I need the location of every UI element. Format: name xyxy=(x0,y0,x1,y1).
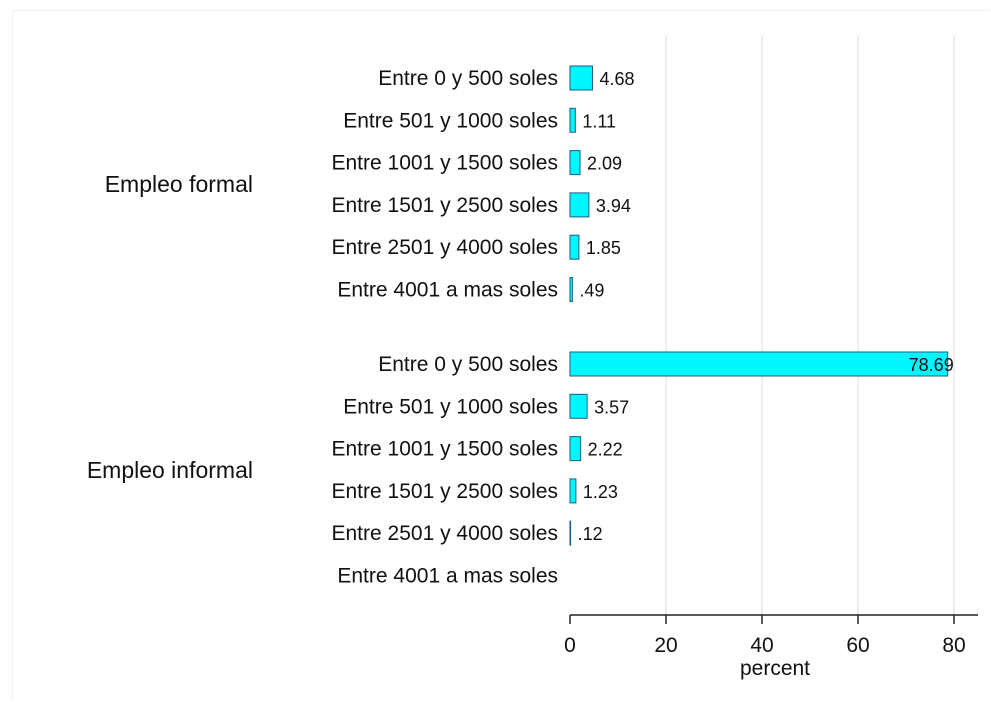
category-label: Entre 0 y 500 soles xyxy=(378,67,558,90)
data-label: 2.22 xyxy=(588,440,623,460)
bar xyxy=(569,436,582,462)
category-label: Entre 1001 y 1500 soles xyxy=(332,438,559,461)
category-label: Entre 4001 a mas soles xyxy=(337,565,558,588)
x-tick-label: 80 xyxy=(942,634,965,657)
data-label: 2.09 xyxy=(587,154,622,174)
bars: 4.68 1.11 2.09 3.94 1.85 .49 78.69 3.57 2.22 1.23… xyxy=(569,65,954,546)
chart-frame xyxy=(12,10,990,700)
category-label: Entre 0 y 500 soles xyxy=(378,353,558,376)
data-label: 1.23 xyxy=(583,482,618,502)
data-label: 3.57 xyxy=(594,397,629,417)
x-tick-label: 40 xyxy=(750,634,773,657)
group-label: Empleo formal xyxy=(105,171,253,197)
data-label: 1.11 xyxy=(582,111,616,131)
bar xyxy=(569,520,572,546)
bar xyxy=(569,65,593,91)
data-label: 1.85 xyxy=(586,238,621,258)
data-label: 3.94 xyxy=(596,196,631,216)
data-label: 4.68 xyxy=(599,69,634,89)
bar xyxy=(569,478,577,504)
gridlines xyxy=(665,35,955,615)
x-axis: 0 20 40 60 80 xyxy=(564,614,978,657)
bar xyxy=(569,277,573,302)
category-label: Entre 2501 y 4000 soles xyxy=(332,236,559,259)
bar xyxy=(569,150,581,176)
bar xyxy=(569,234,580,260)
data-label: .12 xyxy=(578,524,603,544)
data-label: .49 xyxy=(579,281,604,301)
category-label: Entre 1001 y 1500 soles xyxy=(332,152,559,175)
category-label: Entre 4001 a mas soles xyxy=(337,279,558,302)
bar xyxy=(569,351,949,377)
x-axis-label: percent xyxy=(740,657,810,680)
data-label: 78.69 xyxy=(909,355,954,375)
category-label: Entre 2501 y 4000 soles xyxy=(332,522,559,545)
category-label: Entre 501 y 1000 soles xyxy=(343,109,558,132)
bar xyxy=(569,107,576,133)
category-label: Entre 1501 y 2500 soles xyxy=(332,480,559,503)
category-labels: Empleo formal Entre 0 y 500 soles Entre 50… xyxy=(87,67,558,588)
x-tick-label: 60 xyxy=(846,634,869,657)
x-tick-label: 20 xyxy=(654,634,677,657)
category-label: Entre 501 y 1000 soles xyxy=(343,395,558,418)
category-label: Entre 1501 y 2500 soles xyxy=(332,194,559,217)
group-label: Empleo informal xyxy=(87,457,253,483)
bar xyxy=(569,192,590,218)
x-tick-label: 0 xyxy=(564,634,576,657)
bar xyxy=(569,393,588,419)
